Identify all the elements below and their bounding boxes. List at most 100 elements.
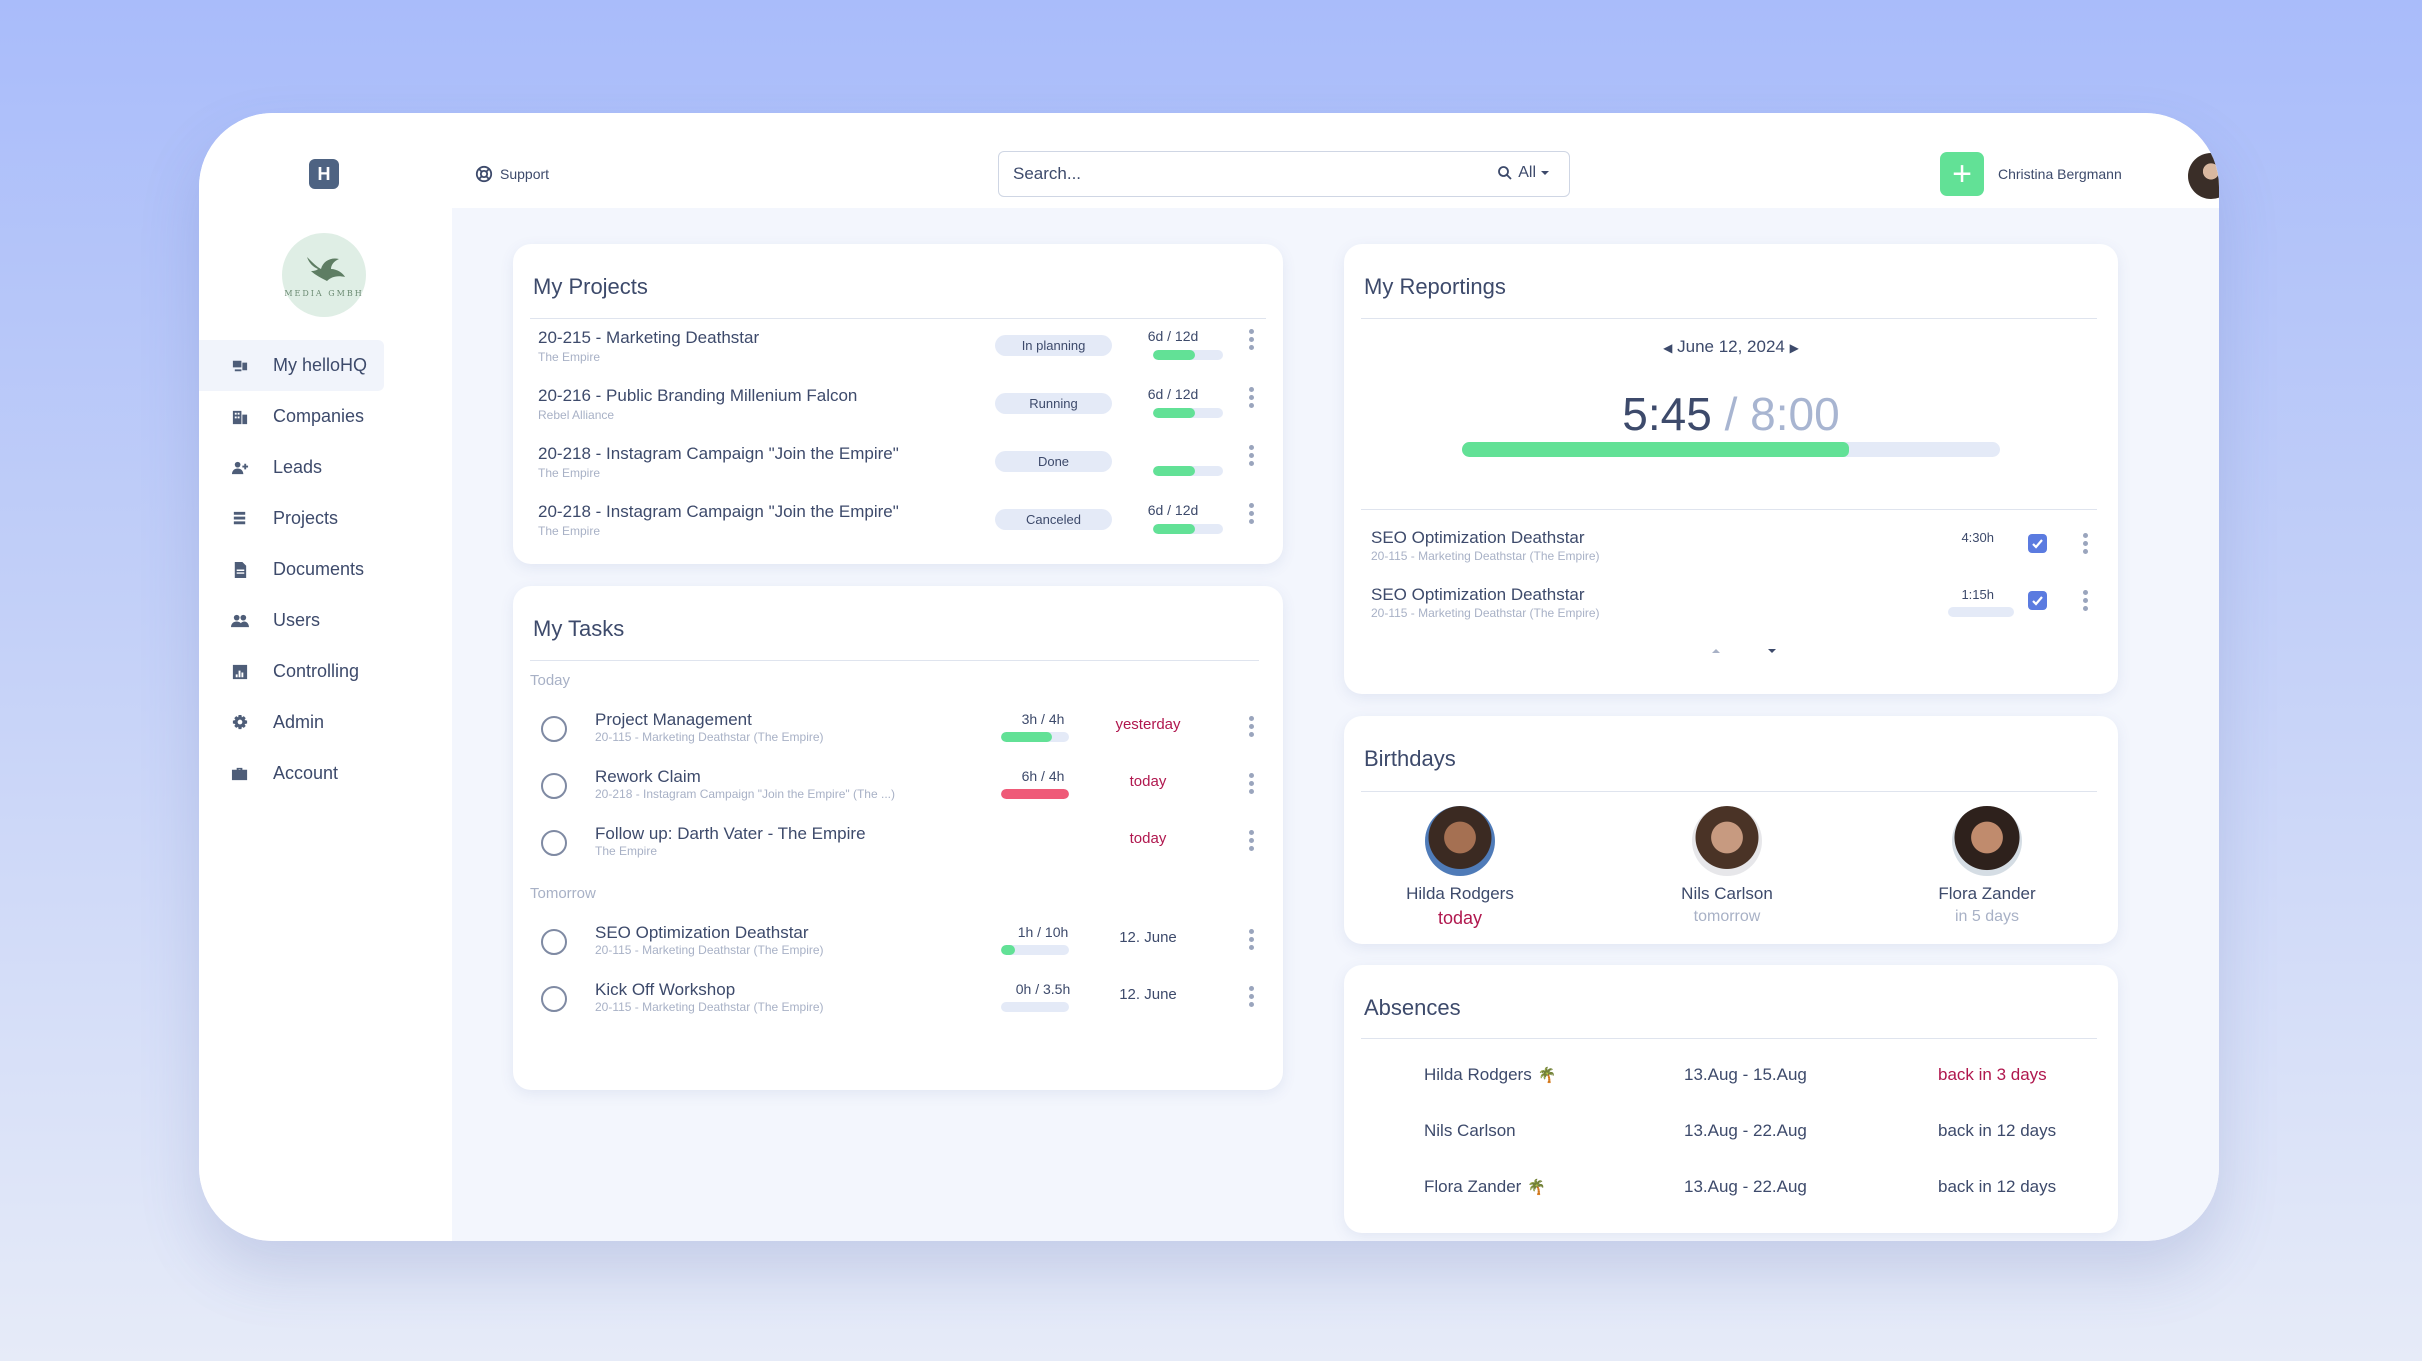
search-filter-dropdown[interactable]: All xyxy=(1497,164,1555,182)
project-name[interactable]: 20-215 - Marketing Deathstar xyxy=(538,328,760,347)
task-name[interactable]: Follow up: Darth Vater - The Empire xyxy=(595,824,866,843)
project-row[interactable]: 20-215 - Marketing Deathstar The Empire In… xyxy=(513,328,1283,384)
lifebuoy-icon xyxy=(475,165,493,183)
user-name[interactable]: Christina Bergmann xyxy=(1998,166,2122,182)
hq-icon xyxy=(230,356,250,376)
support-link[interactable]: Support xyxy=(475,165,549,183)
sidebar-item-account[interactable]: Account xyxy=(199,748,452,799)
absence-row[interactable]: Nils Carlson 13.Aug - 22.Aug back in 12 da… xyxy=(1344,1121,2118,1161)
task-checkbox[interactable] xyxy=(541,929,567,955)
task-checkbox[interactable] xyxy=(541,986,567,1012)
reporting-task-name[interactable]: SEO Optimization Deathstar xyxy=(1371,585,1585,604)
next-day-icon[interactable]: ▶ xyxy=(1789,341,1799,355)
sidebar-item-users[interactable]: Users xyxy=(199,595,452,646)
task-checkbox[interactable] xyxy=(541,773,567,799)
task-name[interactable]: Rework Claim xyxy=(595,767,701,786)
more-options-icon[interactable] xyxy=(1249,387,1255,411)
search-input[interactable]: Search... All xyxy=(998,151,1570,197)
avatar xyxy=(1425,806,1495,876)
task-name[interactable]: Kick Off Workshop xyxy=(595,980,736,999)
project-row[interactable]: 20-218 - Instagram Campaign "Join the Em… xyxy=(513,502,1283,558)
absence-return: back in 12 days xyxy=(1938,1177,2057,1196)
sidebar-item-leads[interactable]: Leads xyxy=(199,442,452,493)
more-options-icon[interactable] xyxy=(1249,329,1255,353)
sidebar-item-label: Admin xyxy=(273,712,325,732)
task-due: today xyxy=(1129,773,1167,790)
project-status-badge: In planning xyxy=(995,335,1112,356)
birthday-person[interactable]: Flora Zander in 5 days xyxy=(1887,806,2087,926)
scroll-up-icon[interactable] xyxy=(1710,646,1722,656)
task-row[interactable]: Rework Claim 20-218 - Instagram Campaign … xyxy=(513,767,1283,823)
more-options-icon[interactable] xyxy=(1249,773,1255,797)
reporting-hours: 4:30h xyxy=(1961,530,1994,545)
birthday-when: today xyxy=(1437,908,1483,928)
checkmark-icon xyxy=(2032,596,2043,606)
task-hours: 6h / 4h xyxy=(1021,768,1065,784)
task-row[interactable]: Project Management 20-115 - Marketing Dea… xyxy=(513,710,1283,766)
reporting-row[interactable]: SEO Optimization Deathstar 20-115 - Marke… xyxy=(1344,585,2118,641)
task-hours: 3h / 4h xyxy=(1021,711,1065,727)
project-name[interactable]: 20-218 - Instagram Campaign "Join the Em… xyxy=(538,444,899,463)
user-avatar[interactable] xyxy=(2188,153,2219,199)
project-name[interactable]: 20-216 - Public Branding Millenium Falco… xyxy=(538,386,858,405)
more-options-icon[interactable] xyxy=(1249,830,1255,854)
projects-icon xyxy=(230,509,250,529)
reporting-row[interactable]: SEO Optimization Deathstar 20-115 - Marke… xyxy=(1344,528,2118,584)
project-row[interactable]: 20-218 - Instagram Campaign "Join the Em… xyxy=(513,444,1283,500)
search-filter-label: All xyxy=(1518,164,1536,181)
task-name[interactable]: SEO Optimization Deathstar xyxy=(595,923,809,942)
tasks-card: My Tasks Today Project Management 20-115 -… xyxy=(513,586,1283,1090)
scroll-down-icon[interactable] xyxy=(1766,646,1778,656)
task-name[interactable]: Project Management xyxy=(595,710,752,729)
sidebar: H MEDIA GMBH My helloHQ Companies Leads Pro… xyxy=(199,113,452,1241)
more-options-icon[interactable] xyxy=(2083,533,2089,557)
absence-name-cell: Nils Carlson xyxy=(1424,1121,1516,1141)
project-progress-bar xyxy=(1153,466,1223,476)
more-options-icon[interactable] xyxy=(1249,445,1255,469)
reportings-title: My Reportings xyxy=(1364,274,1506,299)
task-checkbox[interactable] xyxy=(541,830,567,856)
checkbox-checked[interactable] xyxy=(2028,591,2047,610)
more-options-icon[interactable] xyxy=(1249,929,1255,953)
absence-dates: 13.Aug - 22.Aug xyxy=(1684,1121,1807,1140)
task-due: today xyxy=(1129,830,1167,847)
more-options-icon[interactable] xyxy=(2083,590,2089,614)
task-checkbox[interactable] xyxy=(541,716,567,742)
birthday-person[interactable]: Nils Carlson tomorrow xyxy=(1627,806,1827,926)
add-button[interactable]: + xyxy=(1940,152,1984,196)
task-row[interactable]: Follow up: Darth Vater - The Empire The E… xyxy=(513,824,1283,880)
sidebar-item-documents[interactable]: Documents xyxy=(199,544,452,595)
reporting-hours: 1:15h xyxy=(1961,587,1994,602)
more-options-icon[interactable] xyxy=(1249,986,1255,1010)
projects-title: My Projects xyxy=(533,274,648,299)
birthday-person[interactable]: Hilda Rodgers today xyxy=(1360,806,1560,929)
task-project: 20-218 - Instagram Campaign "Join the Em… xyxy=(595,787,895,801)
sidebar-item-projects[interactable]: Projects xyxy=(199,493,452,544)
prev-day-icon[interactable]: ◀ xyxy=(1663,341,1673,355)
task-row[interactable]: SEO Optimization Deathstar 20-115 - Marke… xyxy=(513,923,1283,979)
task-progress-bar xyxy=(1001,732,1069,742)
daily-progress-fill xyxy=(1462,442,1850,457)
reporting-date: June 12, 2024 xyxy=(1677,337,1785,356)
project-client: The Empire xyxy=(538,350,601,364)
absence-row[interactable]: Flora Zander 🌴 13.Aug - 22.Aug back in 12 d… xyxy=(1344,1177,2118,1217)
more-options-icon[interactable] xyxy=(1249,716,1255,740)
reporting-task-name[interactable]: SEO Optimization Deathstar xyxy=(1371,528,1585,547)
checkbox-checked[interactable] xyxy=(2028,534,2047,553)
project-status-badge: Canceled xyxy=(995,509,1112,530)
project-row[interactable]: 20-216 - Public Branding Millenium Falco… xyxy=(513,386,1283,442)
task-hours: 0h / 3.5h xyxy=(1015,981,1071,997)
sidebar-item-label: Projects xyxy=(273,508,339,528)
sidebar-item-companies[interactable]: Companies xyxy=(199,391,452,442)
project-days: 6d / 12d xyxy=(1147,502,1199,518)
sidebar-item-label: Companies xyxy=(273,406,365,426)
sidebar-item-my-hellohq[interactable]: My helloHQ xyxy=(199,340,384,391)
sidebar-item-controlling[interactable]: Controlling xyxy=(199,646,452,697)
app-logo[interactable]: H xyxy=(309,159,339,189)
more-options-icon[interactable] xyxy=(1249,503,1255,527)
avatar xyxy=(1952,806,2022,876)
sidebar-item-admin[interactable]: Admin xyxy=(199,697,452,748)
project-name[interactable]: 20-218 - Instagram Campaign "Join the Em… xyxy=(538,502,899,521)
task-row[interactable]: Kick Off Workshop 20-115 - Marketing Deat… xyxy=(513,980,1283,1036)
absence-row[interactable]: Hilda Rodgers 🌴 13.Aug - 15.Aug back in 3 d… xyxy=(1344,1065,2118,1105)
